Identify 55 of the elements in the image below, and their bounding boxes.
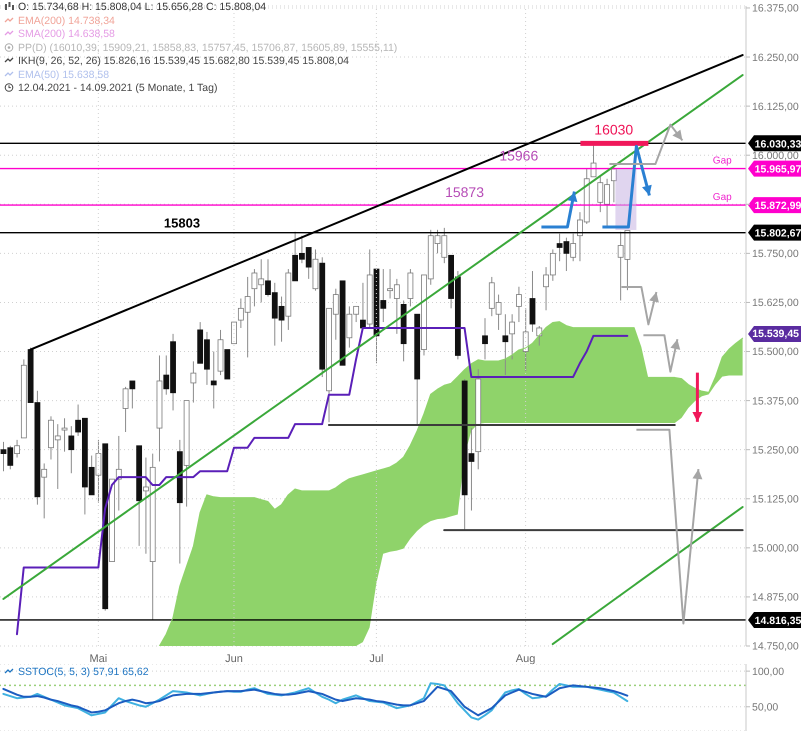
x-tick-label: Jun (225, 652, 243, 665)
candlestick (482, 318, 488, 360)
annotation: 16030 (594, 121, 634, 138)
ref-line-label: 15.965,97 (754, 164, 802, 176)
y-tick-label: 15.750,00 (752, 248, 799, 260)
annotation: 15873 (445, 184, 484, 200)
candlestick (610, 166, 617, 203)
y-tick-label: 100,00 (752, 666, 784, 678)
ref-line-label: 15.872,99 (754, 200, 802, 212)
x-tick-label: Aug (516, 652, 536, 665)
annotation: IKH(9, 26, 52, 26) 15.826,16 15.539,45 15.682,80 15.539,45 15.808,04 (17, 55, 350, 68)
candlestick (502, 314, 508, 376)
annotation: O: 15.734,68 H: 15.808,04 L: 15.656,28 C: 15.808,04 (17, 1, 268, 14)
ref-line-label: 16.030,33 (754, 138, 802, 150)
y-tick-label: 15.000,00 (752, 542, 799, 555)
candlestick (210, 351, 217, 409)
ref-line-label: 14.816,35 (754, 614, 802, 627)
y-tick-label: 16.375,00 (752, 2, 799, 15)
y-tick-label: 14.750,00 (752, 640, 799, 653)
y-tick-label: 15.250,00 (752, 444, 799, 456)
candlestick (68, 426, 74, 474)
candlestick (62, 418, 68, 452)
y-tick-label: 15.500,00 (752, 346, 799, 358)
text: 15.539,45 (752, 328, 799, 340)
annotation: SMA(200) 14.638,58 (17, 28, 116, 42)
candlestick (190, 360, 196, 404)
annotation: 15803 (164, 216, 200, 231)
y-tick-label: 15.125,00 (752, 493, 799, 506)
annotation: PP(D) (16010,39, 15909,21, 15858,83, 15757,45, 15706,87, 15605,89, 15555,11) (17, 42, 398, 55)
x-tick-label: Jul (369, 652, 384, 665)
y-tick-label: 16.000,00 (752, 150, 799, 162)
annotation: EMA(50) 15.638,58 (17, 68, 110, 82)
candlestick (14, 439, 20, 458)
candlestick (96, 439, 102, 504)
candlestick (570, 233, 576, 262)
annotation: Gap (712, 192, 732, 204)
candlestick (122, 386, 128, 433)
y-tick-label: 16.250,00 (752, 52, 799, 64)
candlestick (41, 462, 48, 519)
candlestick (509, 314, 516, 360)
annotation: 12.04.2021 - 14.09.2021 (5 Monate, 1 Tag) (17, 82, 218, 96)
ref-line-label: 15.802,67 (754, 228, 802, 240)
annotation: 15966 (499, 148, 538, 164)
candlestick (360, 282, 366, 328)
chart-title: SSTOC(5, 5, 3) 57,91 65,62 (17, 666, 149, 678)
annotation: EMA(200) 14.738,34 (17, 14, 116, 28)
annotation: Gap (712, 156, 732, 167)
y-tick-label: 15.375,00 (752, 395, 799, 408)
y-tick-label: 16.125,00 (752, 100, 799, 113)
candlestick (129, 380, 136, 409)
candlestick (516, 286, 522, 323)
y-tick-label: 50,00 (752, 701, 778, 714)
x-tick-label: Mai (89, 652, 108, 665)
y-tick-label: 15.625,00 (752, 297, 799, 310)
y-tick-label: 14.875,00 (752, 592, 799, 604)
